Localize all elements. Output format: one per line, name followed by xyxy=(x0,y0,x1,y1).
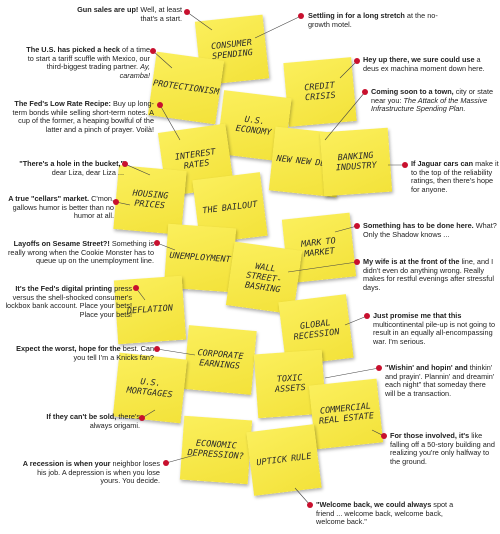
annotation-text: What? Only the Shadow knows ... xyxy=(363,221,497,239)
note-label: GLOBAL RECESSION xyxy=(293,318,341,343)
sticky-note: PROTECTIONISM xyxy=(147,51,225,125)
annotation-lead: The U.S. has picked a heck xyxy=(26,45,120,54)
annotation-text: thinkin' and prayin'. Plannin' and dream… xyxy=(385,363,495,398)
annotation-lead: "Welcome back, we could always xyxy=(316,500,432,509)
annotation: The Fed's Low Rate Recipe: Buy up long-t… xyxy=(4,99,154,134)
note-label: CORPORATE EARNINGS xyxy=(197,348,244,372)
bullet-dot xyxy=(184,9,190,15)
annotation-emphasis: Ay, caramba! xyxy=(119,62,150,80)
annotation-text: C'mon, gallows humor is better than no h… xyxy=(12,194,114,221)
bullet-dot xyxy=(362,89,368,95)
annotation: Something has to be done here. What? Onl… xyxy=(363,221,498,239)
annotation-lead: The Fed's Low Rate Recipe: xyxy=(14,99,111,108)
sticky-note: BANKING INDUSTRY xyxy=(319,127,393,197)
annotation: A recession is when your neighbor loses … xyxy=(20,459,160,486)
note-label: UNEMPLOYMENT xyxy=(169,250,231,266)
annotation: "Wishin' and hopin' and thinkin' and pra… xyxy=(385,363,497,398)
annotation: If they can't be sold, there's always or… xyxy=(30,412,140,430)
annotation-text: Something is really wrong when the Cooki… xyxy=(7,239,154,266)
sticky-note: UPTICK RULE xyxy=(246,424,322,496)
annotation-text: make it to the top of the reliability ra… xyxy=(411,159,499,194)
bullet-dot xyxy=(402,162,408,168)
note-label: WALL STREET-BASHING xyxy=(244,261,283,296)
annotation-lead: Settling in for a long stretch xyxy=(308,11,405,20)
annotation: Just promise me that this multicontinent… xyxy=(373,311,498,346)
annotation: It's the Fed's digital printing press ve… xyxy=(4,284,132,319)
annotation-lead: For those involved, it's xyxy=(390,431,470,440)
note-label: HOUSING PRICES xyxy=(132,188,169,212)
annotation-lead: Just promise me that this xyxy=(373,311,462,320)
annotation-text: of a time to start a tariff scuffle with… xyxy=(27,45,150,72)
bullet-dot xyxy=(354,58,360,64)
annotation-lead: Layoffs on Sesame Street?! xyxy=(13,239,110,248)
annotation-text: neighbor loses his job. A depression is … xyxy=(37,459,160,486)
annotation-text: city or state near you: xyxy=(371,87,494,105)
annotation: A true "cellars" market. C'mon, gallows … xyxy=(4,194,114,221)
bullet-dot xyxy=(364,313,370,319)
annotation-lead: It's the Fed's digital printing xyxy=(15,284,113,293)
bullet-dot xyxy=(154,346,160,352)
note-label: ECONOMIC DEPRESSION? xyxy=(187,438,245,462)
annotation-lead: "There's a hole in the bucket," xyxy=(19,159,124,168)
bullet-dot xyxy=(150,48,156,54)
sticky-note: CORPORATE EARNINGS xyxy=(183,325,257,395)
sticky-note: CREDIT CRISIS xyxy=(283,57,357,127)
annotation-text: multicontinental pile-up is not going to… xyxy=(373,319,496,346)
annotation-text: line, and I didn't even do anything wron… xyxy=(363,257,494,292)
annotation-text: spot a friend ... welcome back, welcome … xyxy=(316,500,454,527)
sticky-note: ECONOMIC DEPRESSION? xyxy=(179,415,253,485)
note-label: UPTICK RULE xyxy=(255,451,313,469)
annotation-text: a deus ex machina moment down here. xyxy=(363,55,485,73)
bullet-dot xyxy=(163,460,169,466)
annotation: "Welcome back, we could always spot a fr… xyxy=(316,500,466,527)
annotation: Hey up there, we sure could use a deus e… xyxy=(363,55,498,73)
annotation-lead: A true "cellars" market. xyxy=(8,194,90,203)
note-label: U.S. MORTGAGES xyxy=(126,376,173,401)
annotation-text: there's always origami. xyxy=(89,412,140,430)
annotation-text: best. Can you tell I'm a Knicks fan? xyxy=(73,344,154,362)
note-label: CREDIT CRISIS xyxy=(303,80,337,104)
annotation: "There's a hole in the bucket," dear Liz… xyxy=(4,159,124,177)
bullet-dot xyxy=(354,223,360,229)
annotation-text: like falling off a 50-story building and… xyxy=(390,431,495,466)
annotation: The U.S. has picked a heck of a time to … xyxy=(20,45,150,80)
annotation: Gun sales are up! Well, at least that's … xyxy=(60,5,182,23)
annotation-text: Well, at least that's a start. xyxy=(140,5,182,23)
bullet-dot xyxy=(154,240,160,246)
annotation-lead: My wife is at the front of the xyxy=(363,257,460,266)
annotation-emphasis: The Attack of the Massive Infrastructure… xyxy=(371,95,488,114)
annotation: Expect the worst, hope for the best. Can… xyxy=(4,344,154,362)
annotation-lead: Hey up there, we sure could use xyxy=(363,55,475,64)
note-label: PROTECTIONISM xyxy=(152,78,220,98)
annotation-text: dear Liza, dear Liza ... xyxy=(51,167,124,177)
annotation-text: press versus the shell-shocked consumer'… xyxy=(5,284,132,319)
bullet-dot xyxy=(307,502,313,508)
annotation-lead: Coming soon to a town, xyxy=(371,87,454,96)
annotation: Coming soon to a town, city or state nea… xyxy=(371,87,496,114)
annotation-text: Buy up long-term bonds while selling sho… xyxy=(12,99,154,134)
annotation-lead: A recession is when your xyxy=(22,459,111,468)
note-label: THE BAILOUT xyxy=(201,199,259,217)
annotation-lead: Something has to be done here. xyxy=(363,221,474,230)
annotation-lead: If Jaguar cars can xyxy=(411,159,474,168)
connector xyxy=(324,367,380,379)
annotation: Settling in for a long stretch at the no… xyxy=(308,11,458,29)
annotation-lead: "Wishin' and hopin' and xyxy=(385,363,468,372)
annotation: If Jaguar cars can make it to the top of… xyxy=(411,159,499,194)
sticky-note: COMMERCIAL REAL ESTATE xyxy=(308,378,384,450)
annotation-text: at the no-growth motel. xyxy=(308,11,438,29)
annotation: My wife is at the front of the line, and… xyxy=(363,257,498,292)
note-label: COMMERCIAL REAL ESTATE xyxy=(318,401,375,427)
annotation: For those involved, it's like falling of… xyxy=(390,431,498,466)
note-label: BANKING INDUSTRY xyxy=(335,150,378,174)
annotation-lead: Expect the worst, hope for the xyxy=(16,344,121,353)
annotation: Layoffs on Sesame Street?! Something is … xyxy=(4,239,154,266)
annotation-lead: If they can't be sold, xyxy=(46,412,117,421)
bullet-dot xyxy=(298,13,304,19)
bullet-dot xyxy=(376,365,382,371)
annotation-lead: Gun sales are up! xyxy=(77,5,139,14)
